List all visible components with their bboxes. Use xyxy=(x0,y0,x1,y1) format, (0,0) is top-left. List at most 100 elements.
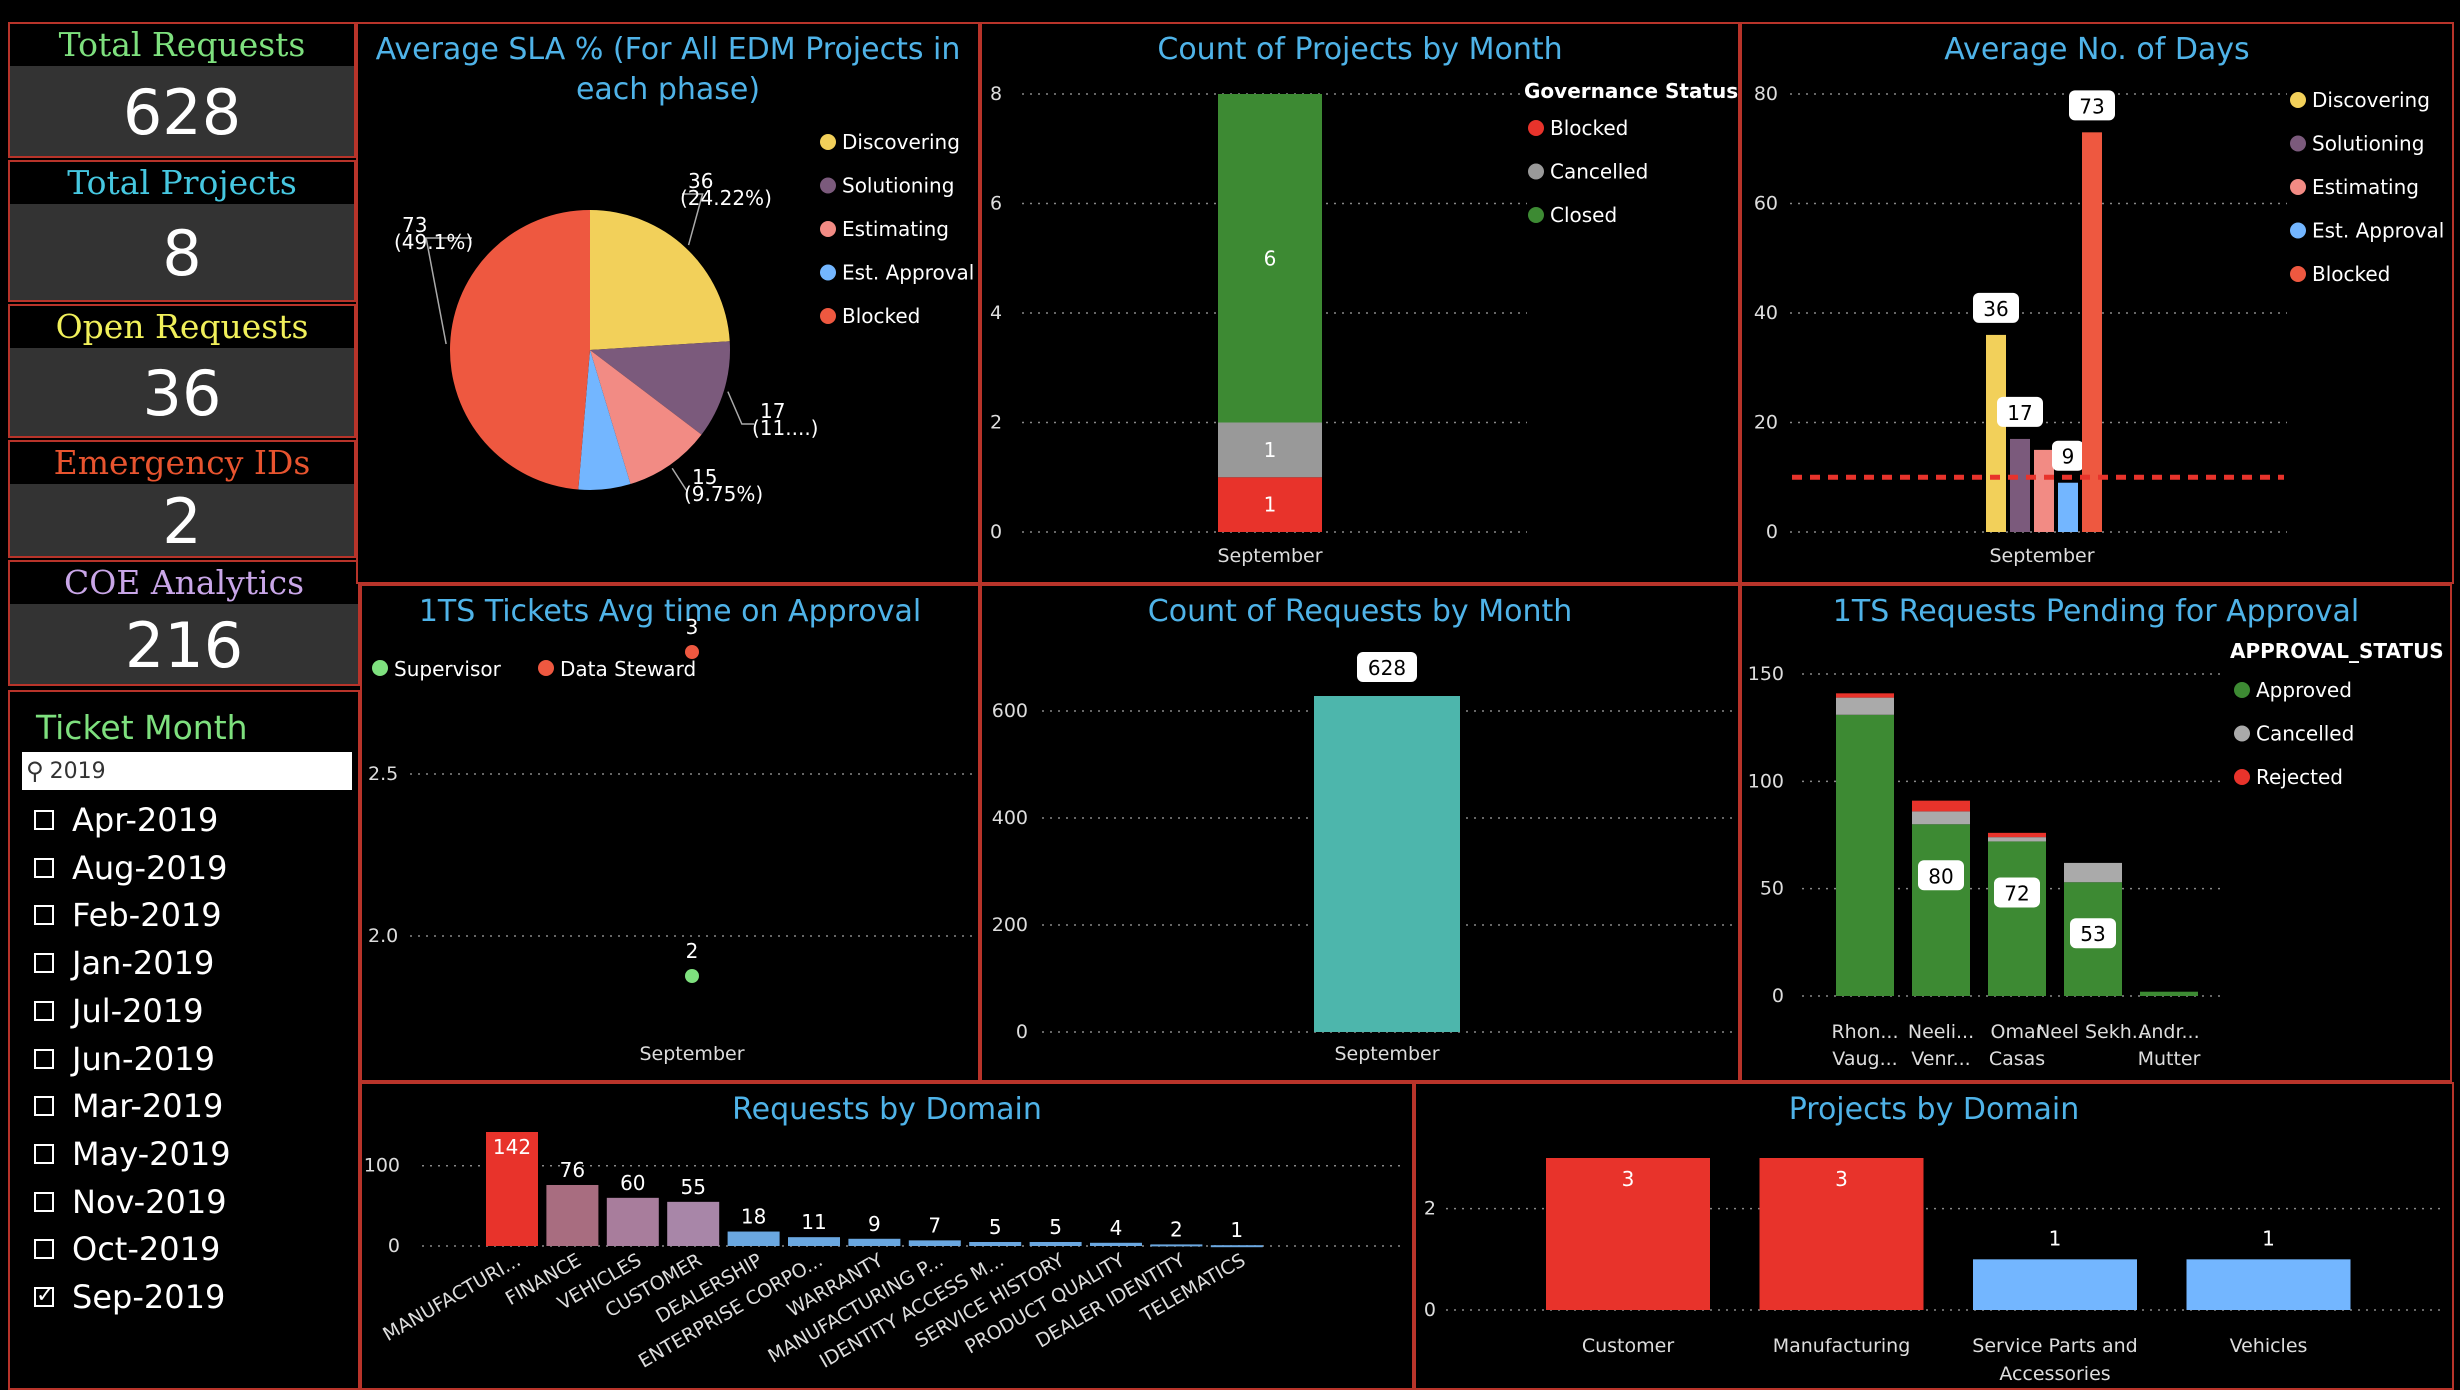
data-label: 76 xyxy=(560,1158,585,1182)
legend-marker xyxy=(820,221,836,237)
slice-pct-label: (24.22%) xyxy=(680,186,772,210)
legend-label: Discovering xyxy=(2312,88,2430,112)
legend-title: APPROVAL_STATUS xyxy=(2230,639,2444,663)
data-label-badge xyxy=(2069,90,2115,121)
stacked-bar-segment xyxy=(1836,714,1894,996)
y-tick-label: 40 xyxy=(1754,302,1778,324)
y-tick-label: 0 xyxy=(1424,1299,1436,1321)
stacked-bar-segment xyxy=(1988,837,2046,842)
panel-pending-approval: 1TS Requests Pending for Approval 0 50 100… xyxy=(1740,584,2452,1082)
legend-marker xyxy=(1528,163,1544,180)
data-label: 36 xyxy=(1983,297,2008,321)
x-tick-label: September xyxy=(1989,545,2094,567)
y-tick-label: 600 xyxy=(992,700,1028,722)
checkbox[interactable] xyxy=(34,905,54,926)
y-tick-label: 0 xyxy=(1016,1021,1028,1043)
slicer-item[interactable]: Jan-2019 xyxy=(34,943,214,983)
pending-approval-chart: 0 50 100 150 Rhon... Vaug... 80 Neeli... Venr...… xyxy=(1748,639,2444,1070)
slice-pct-label: (49.1%) xyxy=(394,230,473,254)
y-tick-label: 80 xyxy=(1754,83,1778,105)
slicer-item-label: Jun-2019 xyxy=(72,1039,215,1078)
stacked-bar-segment xyxy=(2064,862,2122,883)
legend-label: Supervisor xyxy=(394,657,502,681)
stacked-bar-segment xyxy=(1912,824,1970,996)
kpi-title: Open Requests xyxy=(10,306,354,348)
legend-label: Cancelled xyxy=(2256,722,2354,746)
slicer-item[interactable]: Jul-2019 xyxy=(34,991,204,1031)
y-tick-label: 2 xyxy=(1424,1198,1436,1220)
y-tick-label: 8 xyxy=(990,83,1002,105)
stacked-bar-segment xyxy=(1988,841,2046,996)
legend-label: Est. Approval xyxy=(2312,219,2444,243)
y-tick-label: 0 xyxy=(1766,521,1778,543)
stacked-bar-segment xyxy=(2140,991,2198,996)
x-tick-label: September xyxy=(639,1043,744,1065)
checkbox[interactable] xyxy=(34,810,54,830)
checkbox[interactable] xyxy=(34,953,54,974)
pie-slice xyxy=(590,341,730,435)
checkbox[interactable] xyxy=(34,857,54,878)
slicer-item[interactable]: Nov-2019 xyxy=(34,1182,227,1222)
checkbox[interactable] xyxy=(34,1283,54,1308)
tickets-approval-chart: 2.0 2.5 2 Supervisor 3 Data Steward September xyxy=(368,615,972,1065)
bar xyxy=(969,1241,1022,1246)
legend-marker xyxy=(538,660,554,676)
y-tick-label: 2 xyxy=(990,412,1002,434)
slicer-item[interactable]: Sep-2019 xyxy=(34,1277,225,1317)
x-tick-label: Vaug... xyxy=(1832,1048,1897,1070)
legend-marker xyxy=(820,308,836,324)
slicer-item[interactable]: Jun-2019 xyxy=(34,1039,215,1079)
y-tick-label: 20 xyxy=(1754,412,1778,434)
x-tick-label: Mutter xyxy=(2138,1048,2201,1070)
kpi-value: 2 xyxy=(10,484,354,556)
checkbox[interactable] xyxy=(34,1048,54,1069)
panel-avg-days: Average No. of Days 0 20 40 60 80 36 17 9 73 Sept… xyxy=(1740,22,2454,584)
slice-pct-label: (11....) xyxy=(752,416,818,440)
panel-tickets-approval: 1TS Tickets Avg time on Approval 2.0 2.5 2… xyxy=(360,584,980,1082)
slicer-item-label: Jul-2019 xyxy=(72,991,204,1030)
checkbox[interactable] xyxy=(34,1096,54,1117)
x-tick-label: Service Parts and xyxy=(1972,1335,2137,1357)
y-tick-label: 6 xyxy=(990,193,1002,215)
slicer-item-label: Feb-2019 xyxy=(72,896,222,935)
checkbox[interactable] xyxy=(34,1191,54,1212)
kpi-total-projects: Total Projects 8 xyxy=(8,160,356,302)
data-label: 3 xyxy=(686,615,699,639)
slicer-item[interactable]: May-2019 xyxy=(34,1134,231,1174)
stacked-bar-segment xyxy=(1836,693,1894,698)
y-tick-label: 400 xyxy=(992,807,1028,829)
y-tick-label: 100 xyxy=(364,1155,400,1177)
slicer-item[interactable]: Aug-2019 xyxy=(34,848,227,888)
slicer-item-label: Mar-2019 xyxy=(72,1087,224,1126)
x-tick-label: MANUFACTURI... xyxy=(379,1249,524,1346)
stacked-bar-segment xyxy=(1912,811,1970,825)
bar xyxy=(1150,1244,1203,1247)
checkbox[interactable] xyxy=(34,1239,54,1260)
checkbox[interactable] xyxy=(34,1000,54,1021)
checkbox[interactable] xyxy=(34,1143,54,1164)
bar xyxy=(1210,1245,1263,1248)
x-tick-label: Omar xyxy=(1991,1021,2044,1043)
data-label: 73 xyxy=(2079,94,2104,118)
slicer-item[interactable]: Oct-2019 xyxy=(34,1229,220,1269)
legend-marker xyxy=(820,264,836,281)
slicer-item[interactable]: Apr-2019 xyxy=(34,800,218,840)
slicer-search-input[interactable]: 2019 xyxy=(49,758,106,784)
chart-title: 1TS Requests Pending for Approval xyxy=(1832,594,2360,629)
legend-marker xyxy=(2234,725,2250,742)
slicer-item[interactable]: Mar-2019 xyxy=(34,1086,223,1126)
chart-title: Projects by Domain xyxy=(1788,1092,2080,1127)
stacked-bar-segment xyxy=(1218,477,1322,532)
legend-marker xyxy=(1528,120,1544,136)
data-label: 80 xyxy=(1928,864,1953,888)
kpi-title: COE Analytics xyxy=(10,562,358,604)
slicer-search[interactable]: ⚲ 2019 xyxy=(22,752,352,790)
bar xyxy=(727,1231,780,1246)
requests-month-chart: 0 200 400 600 628 September xyxy=(992,652,1732,1065)
bar xyxy=(2082,132,2102,532)
legend-label: Solutioning xyxy=(842,174,954,198)
slicer-item[interactable]: Feb-2019 xyxy=(34,895,222,935)
y-tick-label: 200 xyxy=(992,914,1028,936)
scatter-point xyxy=(685,969,699,983)
legend-marker xyxy=(2290,179,2306,195)
